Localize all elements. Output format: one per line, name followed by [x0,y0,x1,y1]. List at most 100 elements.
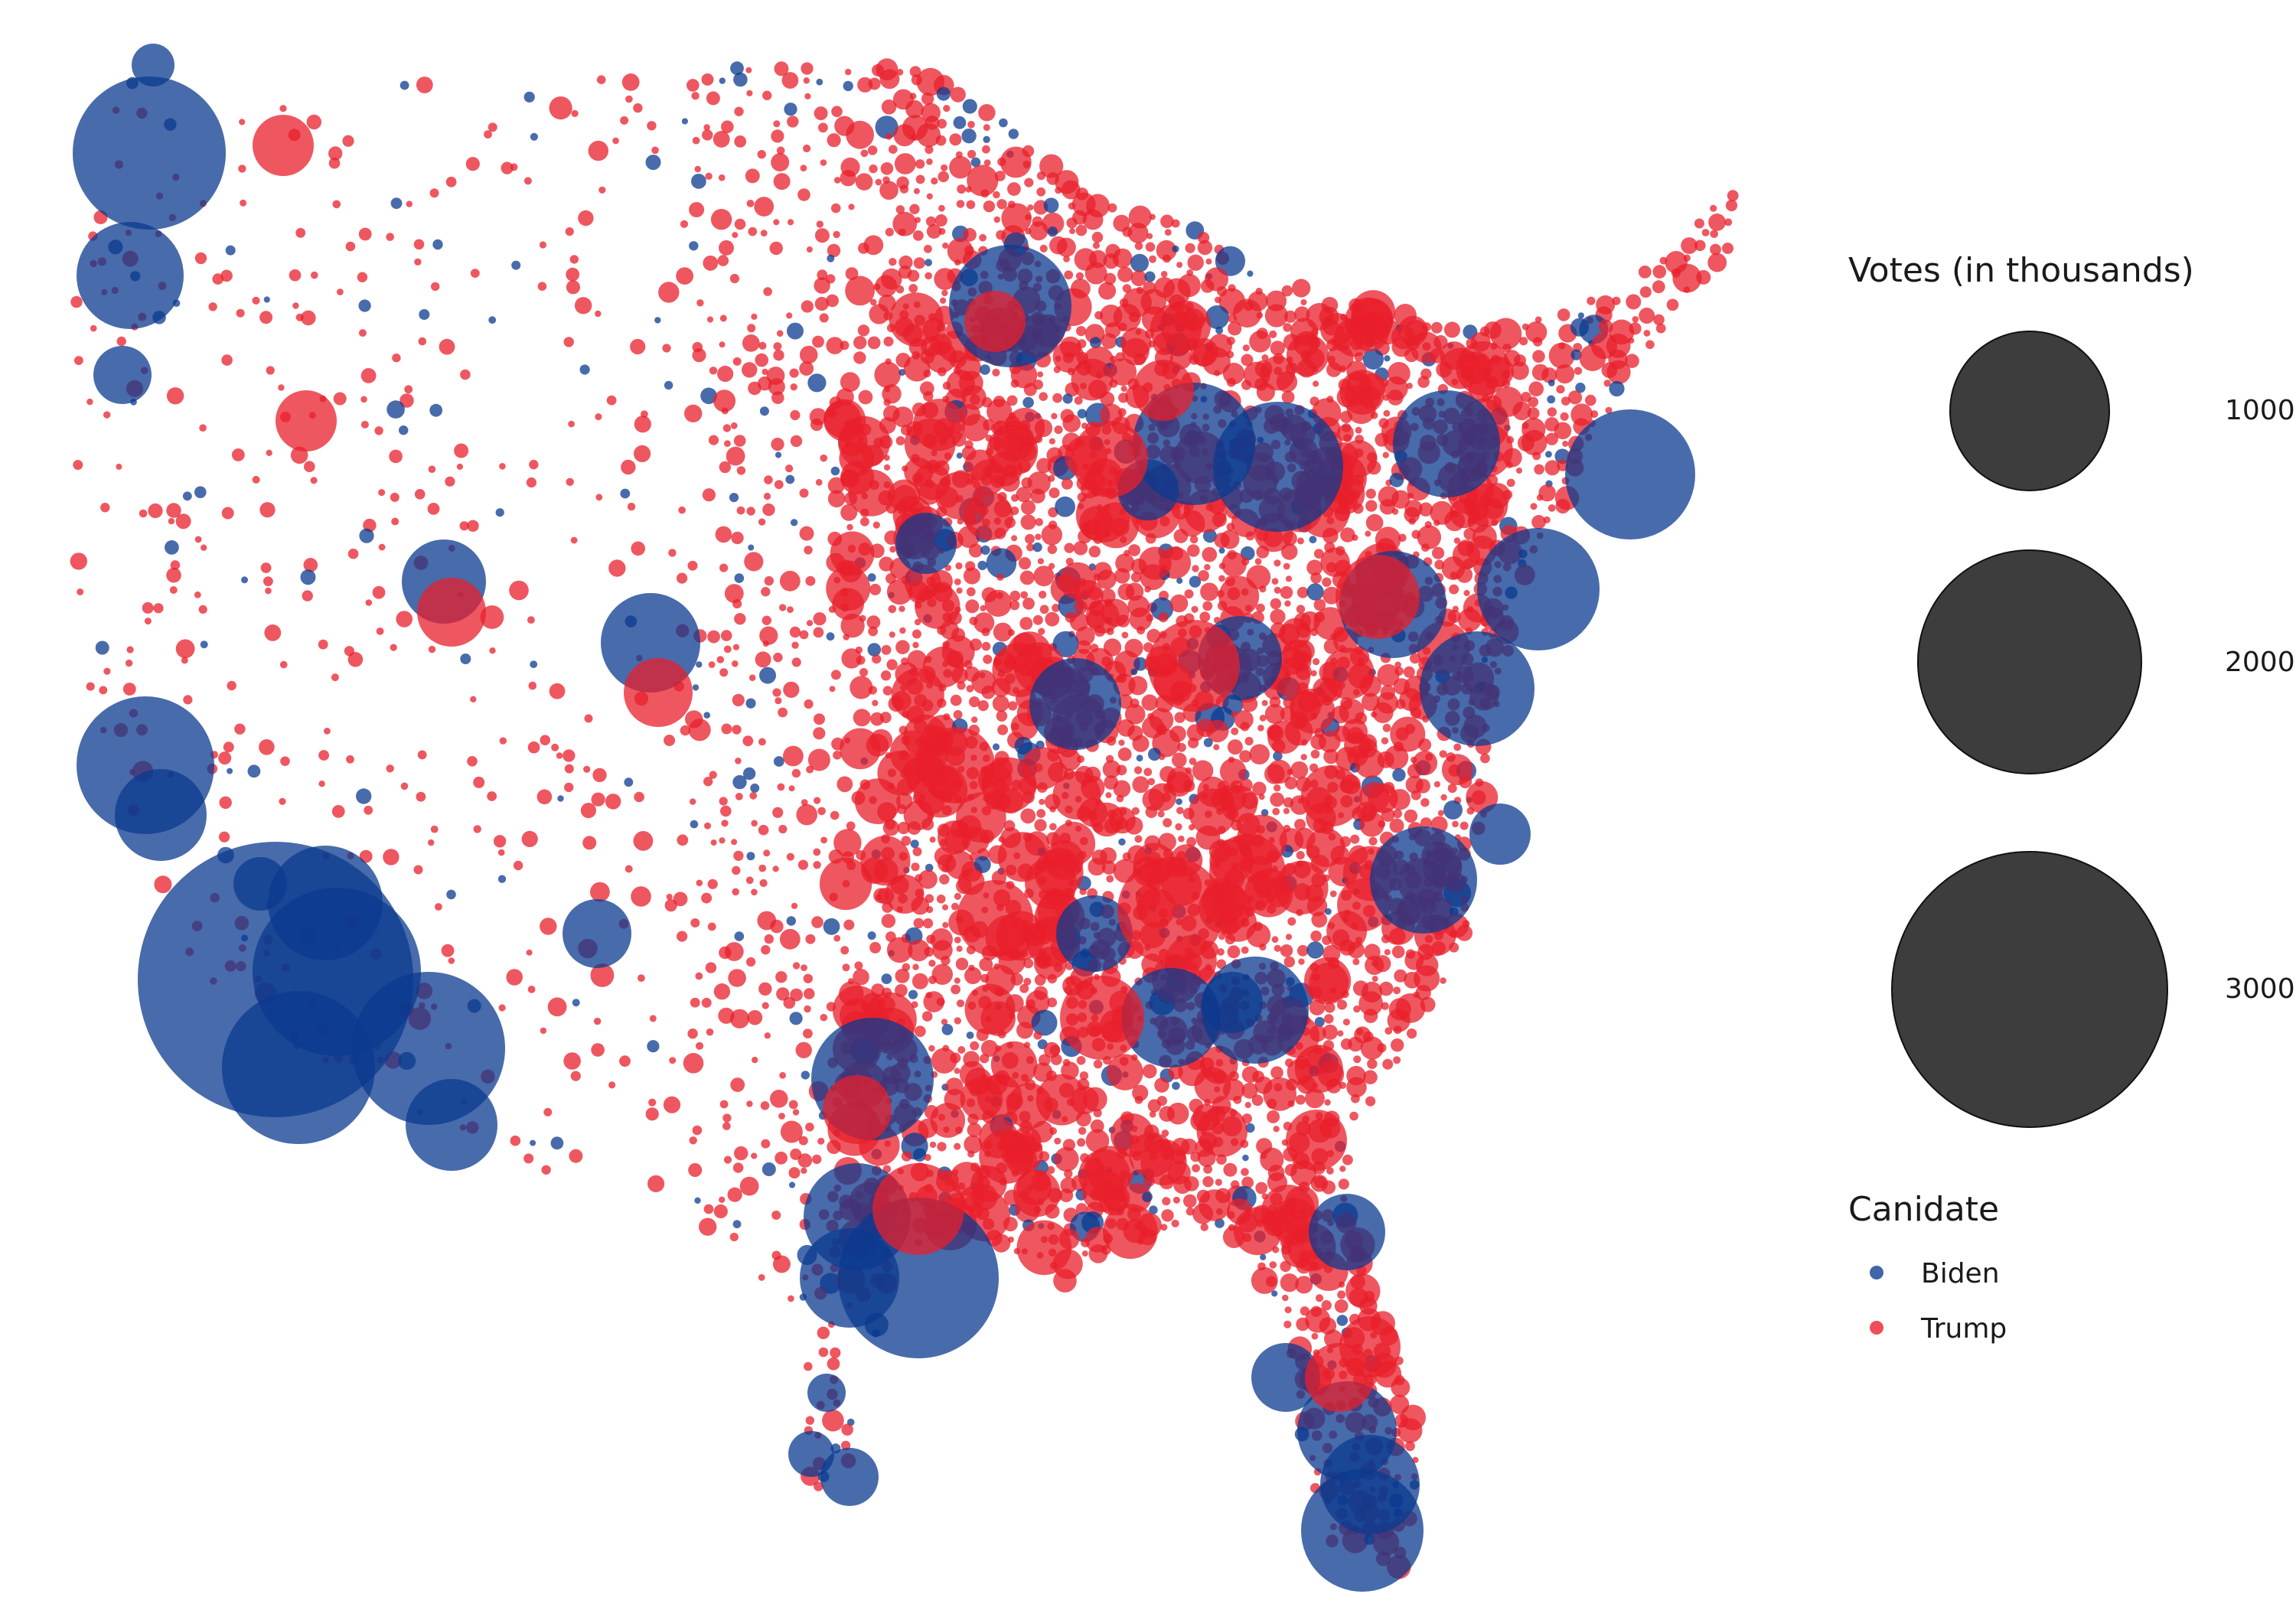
biden-county-bubble [1420,631,1534,746]
trump-county-bubble [914,618,921,626]
biden-county-bubble [807,1374,846,1412]
trump-county-bubble [1093,1108,1102,1118]
trump-county-bubble [1282,1294,1289,1302]
trump-county-bubble [1215,1178,1222,1186]
trump-county-bubble [779,570,801,592]
trump-county-bubble [1157,810,1165,818]
trump-county-bubble [1120,385,1127,393]
trump-county-bubble [1077,755,1084,763]
trump-county-bubble [1394,661,1401,669]
trump-county-bubble [1639,286,1652,298]
trump-county-bubble [467,520,479,532]
trump-county-bubble [1133,766,1143,774]
biden-county-bubble [1306,941,1324,959]
trump-county-bubble [441,944,455,957]
trump-county-bubble [816,220,824,228]
trump-county-bubble [911,134,918,141]
trump-county-bubble [1353,1055,1362,1064]
biden-county-bubble [786,916,797,926]
trump-county-bubble [1318,730,1341,753]
trump-county-bubble [719,668,729,677]
biden-county-bubble [523,91,535,103]
trump-county-bubble [608,559,626,577]
trump-county-bubble [1415,778,1430,794]
trump-county-bubble [1051,412,1058,419]
trump-county-bubble [1296,537,1304,545]
trump-county-bubble [935,135,947,146]
trump-county-bubble [1707,253,1727,272]
trump-county-bubble [719,563,729,572]
trump-county-bubble [855,173,873,191]
trump-county-bubble [1054,425,1063,435]
trump-county-bubble [1358,991,1384,1016]
trump-county-bubble [732,865,741,875]
trump-county-bubble [1143,768,1153,777]
trump-county-bubble [902,324,923,344]
trump-county-bubble [936,997,945,1006]
biden-county-bubble [1062,393,1073,404]
trump-county-bubble [376,627,384,635]
trump-county-bubble [778,707,788,718]
trump-county-bubble [389,449,403,464]
trump-county-bubble [1142,1064,1157,1079]
trump-county-bubble [747,324,756,333]
trump-county-bubble [779,1071,786,1079]
trump-county-bubble [996,573,1004,581]
trump-county-bubble [470,269,480,278]
trump-county-bubble [527,616,535,624]
trump-county-bubble [1534,464,1544,475]
trump-county-bubble [722,1122,731,1130]
trump-county-bubble [509,580,529,601]
trump-county-bubble [966,587,976,597]
biden-county-bubble [95,641,109,655]
trump-county-bubble [695,972,703,980]
trump-county-bubble [729,273,740,284]
trump-county-bubble [99,686,108,695]
trump-county-bubble [964,291,1026,352]
trump-county-bubble [1354,1026,1371,1044]
biden-county-bubble [1136,755,1143,762]
trump-county-bubble [1440,977,1446,984]
trump-county-bubble [1030,488,1045,504]
trump-county-bubble [445,176,457,187]
trump-county-bubble [295,227,306,238]
trump-county-bubble [850,676,873,699]
trump-county-bubble [278,384,285,391]
trump-county-bubble [745,876,754,885]
trump-county-bubble [666,893,673,901]
trump-county-bubble [547,997,567,1017]
trump-county-bubble [1310,670,1317,676]
trump-county-bubble [798,1136,808,1146]
biden-county-bubble [1370,826,1477,934]
trump-county-bubble [1365,500,1378,512]
trump-county-bubble [1324,1099,1331,1106]
trump-county-bubble [790,1148,802,1160]
trump-county-bubble [1184,1176,1199,1191]
trump-county-bubble [742,735,754,747]
trump-county-bubble [1701,229,1710,236]
trump-county-bubble [1310,572,1322,584]
trump-county-bubble [1160,214,1174,229]
trump-county-bubble [912,973,928,989]
trump-county-bubble [428,465,436,473]
trump-county-bubble [1404,809,1418,823]
trump-county-bubble [884,464,891,471]
trump-county-bubble [1672,263,1702,293]
trump-county-bubble [1274,586,1281,594]
trump-county-bubble [1384,949,1391,956]
biden-county-bubble [867,573,876,582]
trump-county-bubble [931,177,938,185]
trump-county-bubble [708,661,716,668]
trump-county-bubble [904,418,956,470]
trump-county-bubble [528,681,537,690]
trump-county-bubble [1313,658,1320,666]
trump-county-bubble [775,697,782,705]
trump-county-bubble [941,289,948,297]
trump-county-bubble [427,503,440,515]
trump-county-bubble [967,1150,975,1158]
trump-county-bubble [1694,218,1704,229]
trump-county-bubble [1347,727,1365,745]
trump-county-bubble [857,324,870,337]
trump-county-bubble [1389,789,1411,810]
trump-county-bubble [1463,589,1470,597]
